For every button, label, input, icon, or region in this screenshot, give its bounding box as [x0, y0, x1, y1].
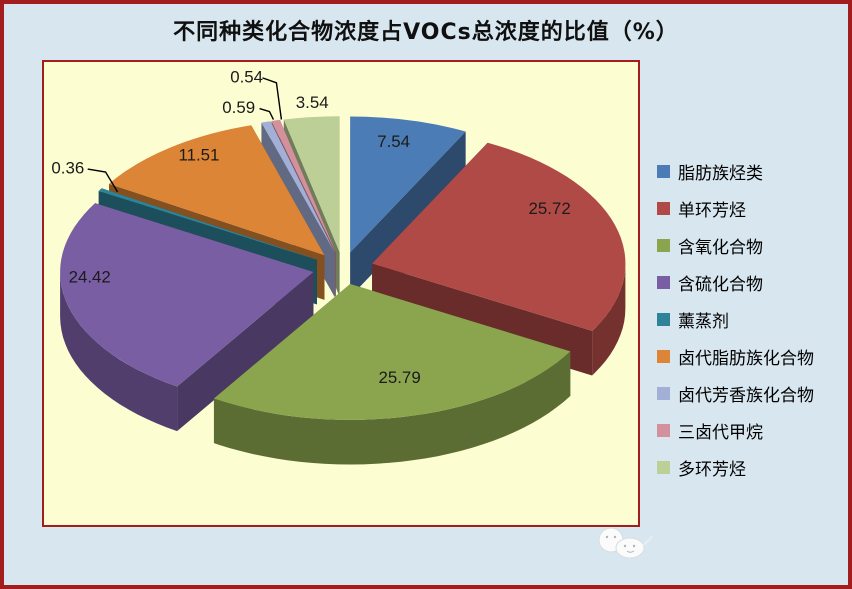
- legend-label: 含硫化合物: [678, 275, 763, 295]
- pie-slice: [213, 284, 571, 465]
- legend-item: 卤代芳香族化合物: [657, 375, 814, 412]
- legend-color-swatch: [657, 350, 670, 363]
- legend-color-swatch: [657, 424, 670, 437]
- legend-color-swatch: [657, 239, 670, 252]
- label-leader-line: [262, 77, 283, 120]
- slice-value-label: 11.51: [178, 146, 219, 165]
- slice-value-label: 25.79: [378, 368, 420, 387]
- legend-item: 脂肪族烃类: [657, 153, 814, 190]
- legend-label: 多环芳烃: [678, 460, 746, 480]
- legend-color-swatch: [657, 313, 670, 326]
- slice-value-label: 0.54: [230, 67, 263, 86]
- slice-value-label: 0.36: [51, 159, 84, 178]
- slice-value-label: 25.72: [528, 199, 570, 218]
- legend-label: 含氧化合物: [678, 238, 763, 258]
- slice-value-label: 7.54: [377, 132, 410, 151]
- legend-item: 多环芳烃: [657, 449, 814, 486]
- slice-value-label: 24.42: [69, 268, 111, 287]
- watermark-faces-icon: [594, 525, 654, 563]
- legend-label: 三卤代甲烷: [678, 423, 763, 443]
- legend-color-swatch: [657, 276, 670, 289]
- legend-item: 含硫化合物: [657, 264, 814, 301]
- pie-slice: [60, 203, 314, 432]
- legend-color-swatch: [657, 387, 670, 400]
- legend: 脂肪族烃类单环芳烃含氧化合物含硫化合物薰蒸剂卤代脂肪族化合物 卤代芳香族化合物 三卤…: [657, 153, 814, 486]
- slice-value-label: 3.54: [296, 93, 329, 112]
- plot-area: 7.54 25.72 25.79 24.42 0.36 11.51 0.59 0.54 3.54: [42, 60, 640, 527]
- legend-item: 含氧化合物: [657, 227, 814, 264]
- legend-label: 脂肪族烃类: [678, 164, 763, 184]
- pie-slice: [350, 116, 466, 297]
- chart-title: 不同种类化合物浓度占VOCs总浓度的比值（%）: [173, 20, 679, 45]
- label-leader-line: [87, 168, 119, 193]
- label-leader-line: [259, 107, 275, 120]
- legend-item: 三卤代甲烷: [657, 412, 814, 449]
- legend-label: 薰蒸剂: [678, 312, 729, 332]
- legend-color-swatch: [657, 461, 670, 474]
- legend-label: 单环芳烃: [678, 201, 746, 221]
- legend-color-swatch: [657, 202, 670, 215]
- legend-color-swatch: [657, 165, 670, 178]
- pie-3d-chart: 7.54 25.72 25.79 24.42 0.36 11.51 0.59 0.54 3.54: [51, 67, 626, 465]
- legend-item: 卤代脂肪族化合物: [657, 338, 814, 375]
- legend-label: 卤代脂肪族化合物: [678, 349, 814, 369]
- legend-item: 单环芳烃: [657, 190, 814, 227]
- slice-value-label: 0.59: [222, 98, 255, 117]
- legend-item: 薰蒸剂: [657, 301, 814, 338]
- legend-label: 卤代芳香族化合物: [678, 386, 814, 406]
